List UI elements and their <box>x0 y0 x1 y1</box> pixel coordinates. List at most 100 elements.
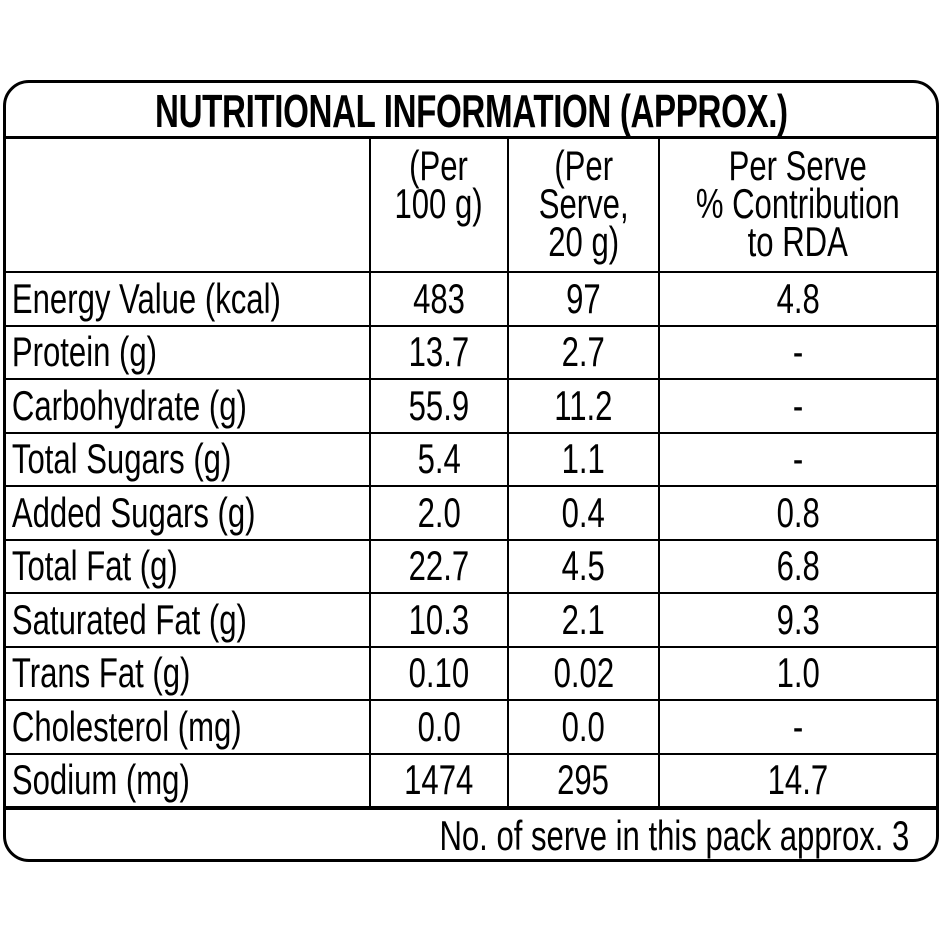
value-per-100g: 13.7 <box>408 328 470 376</box>
header-line: 20 g) <box>548 218 619 265</box>
value-rda-cell: - <box>658 699 936 755</box>
value-per-serve-cell: 0.02 <box>507 645 660 701</box>
value-per-serve: 0.4 <box>561 488 606 536</box>
table-row: Sodium (mg) 1474 295 14.7 <box>6 752 936 808</box>
nutrient-label-cell: Cholesterol (mg) <box>6 699 371 755</box>
value-per-serve: 295 <box>557 756 610 804</box>
value-per-serve: 0.0 <box>561 702 606 750</box>
nutrient-label-cell: Sodium (mg) <box>6 752 371 808</box>
value-per-100g: 55.9 <box>408 381 470 429</box>
table-row: Added Sugars (g) 2.0 0.4 0.8 <box>6 485 936 541</box>
value-per-100g-cell: 22.7 <box>369 538 509 594</box>
value-per-100g-cell: 55.9 <box>369 378 509 434</box>
value-per-100g: 0.10 <box>408 649 470 697</box>
value-rda: - <box>792 435 804 483</box>
nutrient-label: Total Fat (g) <box>11 542 178 590</box>
value-per-100g: 0.0 <box>417 702 461 750</box>
value-per-100g-cell: 0.0 <box>369 699 509 755</box>
value-per-serve: 11.2 <box>554 381 613 429</box>
value-per-serve: 2.7 <box>561 328 606 376</box>
header-line: % Contribution <box>696 180 900 227</box>
value-per-serve: 97 <box>566 274 601 322</box>
value-rda-cell: - <box>658 378 936 434</box>
value-rda: 6.8 <box>776 542 820 590</box>
table-row: Carbohydrate (g) 55.9 11.2 - <box>6 378 936 434</box>
nutrition-grid: (Per 100 g) (Per Serve, 20 g) Per Serve … <box>6 139 936 808</box>
value-per-100g: 22.7 <box>408 542 470 590</box>
value-per-100g: 2.0 <box>417 488 461 536</box>
header-per-serve: (Per Serve, 20 g) <box>507 139 660 273</box>
header-line: Serve, <box>538 180 629 227</box>
value-rda-cell: - <box>658 324 936 380</box>
nutrient-label-cell: Total Sugars (g) <box>6 431 371 487</box>
title-text: NUTRITIONAL INFORMATION (APPROX.) <box>154 85 788 137</box>
nutrient-label-cell: Carbohydrate (g) <box>6 378 371 434</box>
value-per-100g: 483 <box>413 274 465 322</box>
nutrient-label-cell: Total Fat (g) <box>6 538 371 594</box>
table-row: Saturated Fat (g) 10.3 2.1 9.3 <box>6 592 936 648</box>
value-per-100g-cell: 2.0 <box>369 485 509 541</box>
value-per-100g-cell: 1474 <box>369 752 509 808</box>
value-rda: 1.0 <box>776 649 820 697</box>
value-per-serve-cell: 2.1 <box>507 592 660 648</box>
table-row: Cholesterol (mg) 0.0 0.0 - <box>6 699 936 755</box>
nutrient-label: Sodium (mg) <box>11 756 190 804</box>
value-rda: - <box>792 328 804 376</box>
value-rda: - <box>792 381 804 429</box>
nutrient-label: Added Sugars (g) <box>11 488 256 536</box>
value-per-serve-cell: 0.0 <box>507 699 660 755</box>
table-row: Trans Fat (g) 0.10 0.02 1.0 <box>6 645 936 701</box>
value-rda: 0.8 <box>776 488 820 536</box>
value-per-100g: 10.3 <box>408 595 470 643</box>
nutrient-label: Carbohydrate (g) <box>11 381 247 429</box>
value-per-serve: 4.5 <box>561 542 606 590</box>
nutrient-label: Total Sugars (g) <box>11 435 232 483</box>
header-line: 100 g) <box>394 180 484 227</box>
value-rda-cell: 9.3 <box>658 592 936 648</box>
nutrient-label-cell: Saturated Fat (g) <box>6 592 371 648</box>
value-rda: 9.3 <box>776 595 820 643</box>
nutrition-table: NUTRITIONAL INFORMATION (APPROX.) (Per 1… <box>3 80 939 862</box>
table-row: Total Fat (g) 22.7 4.5 6.8 <box>6 538 936 594</box>
nutrient-label: Saturated Fat (g) <box>11 595 247 643</box>
value-per-serve-cell: 97 <box>507 271 660 327</box>
nutrient-label-cell: Trans Fat (g) <box>6 645 371 701</box>
value-rda: 4.8 <box>776 274 820 322</box>
value-per-serve-cell: 2.7 <box>507 324 660 380</box>
value-per-100g-cell: 483 <box>369 271 509 327</box>
nutrient-label-cell: Energy Value (kcal) <box>6 271 371 327</box>
table-row: Total Sugars (g) 5.4 1.1 - <box>6 431 936 487</box>
footer-text: No. of serve in this pack approx. 3 <box>439 812 910 859</box>
nutrient-label: Energy Value (kcal) <box>11 274 281 322</box>
value-per-100g-cell: 0.10 <box>369 645 509 701</box>
value-per-serve: 1.1 <box>561 435 606 483</box>
value-per-100g-cell: 10.3 <box>369 592 509 648</box>
value-rda-cell: 1.0 <box>658 645 936 701</box>
value-rda-cell: - <box>658 431 936 487</box>
value-rda: 14.7 <box>767 756 829 804</box>
nutrient-label-cell: Added Sugars (g) <box>6 485 371 541</box>
value-per-100g-cell: 5.4 <box>369 431 509 487</box>
value-per-serve-cell: 295 <box>507 752 660 808</box>
value-per-100g-cell: 13.7 <box>369 324 509 380</box>
header-blank <box>6 139 371 273</box>
nutrient-label-cell: Protein (g) <box>6 324 371 380</box>
table-title: NUTRITIONAL INFORMATION (APPROX.) <box>6 83 936 139</box>
value-rda-cell: 14.7 <box>658 752 936 808</box>
value-rda-cell: 6.8 <box>658 538 936 594</box>
table-row: Protein (g) 13.7 2.7 - <box>6 324 936 380</box>
header-line: (Per <box>409 142 469 189</box>
table-row: Energy Value (kcal) 483 97 4.8 <box>6 271 936 327</box>
value-per-serve: 2.1 <box>561 595 606 643</box>
value-per-serve-cell: 11.2 <box>507 378 660 434</box>
header-line: to RDA <box>747 218 849 265</box>
nutrient-label: Trans Fat (g) <box>11 649 191 697</box>
header-line: (Per <box>554 142 613 189</box>
header-line: Per Serve <box>728 142 868 189</box>
value-rda: - <box>792 702 804 750</box>
value-per-100g: 1474 <box>404 756 474 804</box>
value-per-serve: 0.02 <box>553 649 614 697</box>
header-row: (Per 100 g) (Per Serve, 20 g) Per Serve … <box>6 139 936 273</box>
value-rda-cell: 0.8 <box>658 485 936 541</box>
value-rda-cell: 4.8 <box>658 271 936 327</box>
